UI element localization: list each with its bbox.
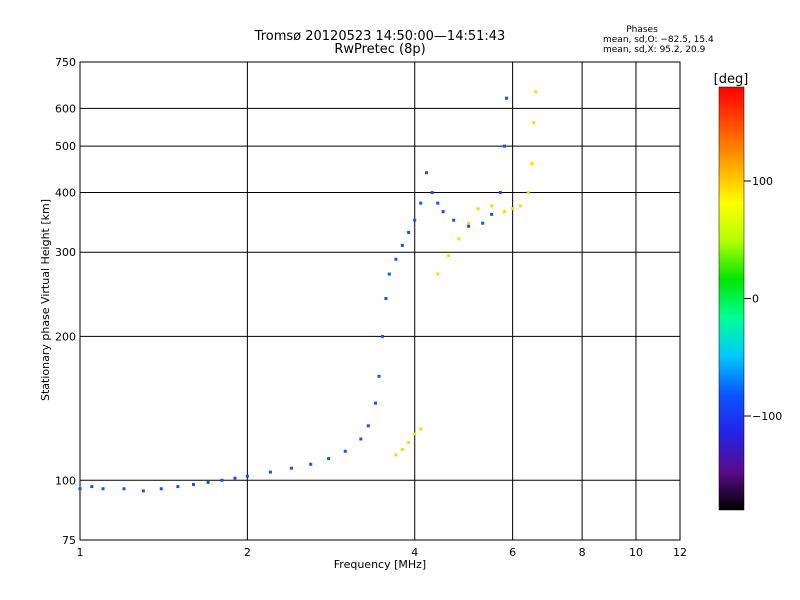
data-point-o [430,190,434,194]
colorbar-tick-label: 100 [752,175,773,188]
x-tick-label: 2 [244,546,251,559]
data-point-x [446,254,450,258]
colorbar-tick-label: 0 [752,293,759,306]
data-point-o [309,462,313,466]
data-point-o [191,482,195,486]
data-point-o [373,401,377,405]
data-point-o [206,480,210,484]
data-point-o [268,470,272,474]
plot-area [78,61,681,541]
data-point-o [407,230,411,234]
data-point-x [419,427,423,431]
y-tick-label: 500 [55,140,76,153]
data-point-o [380,334,384,338]
phases-o-stats: mean, sd,O: −82.5, 15.4 [603,35,714,45]
data-point-o [481,221,485,225]
y-tick-label: 75 [62,534,76,547]
data-point-o [90,485,94,489]
colorbar-label: [deg] [714,72,749,87]
data-point-o [394,257,398,261]
y-tick-label: 750 [55,56,76,69]
data-point-x [413,432,417,436]
data-point-o [343,449,347,453]
data-point-x [457,237,461,241]
data-point-o [327,457,331,461]
data-point-x [511,207,515,211]
data-point-o [387,272,391,276]
chart-subtitle: RwPretec (8p) [334,42,425,57]
data-point-x [526,190,530,194]
data-point-o [436,201,440,205]
data-point-x [394,453,398,457]
data-point-o [359,437,363,441]
data-point-x [502,210,506,214]
x-tick-label: 12 [673,546,687,559]
x-tick-label: 10 [629,546,643,559]
data-point-x [519,204,523,208]
data-point-x [476,207,480,211]
data-point-x [534,90,538,94]
data-point-o [141,489,145,493]
colorbar: [deg] 100 0 −100 [714,72,782,511]
grid-lines [80,62,680,540]
data-point-o [505,96,509,100]
data-point-o [101,487,105,491]
data-point-o [490,212,494,216]
data-point-x [467,221,471,225]
x-axis-label: Frequency [MHz] [334,558,426,571]
data-point-o [78,487,82,491]
data-point-o [220,478,224,482]
y-tick-label: 300 [55,246,76,259]
data-point-x [490,204,494,208]
data-point-o [498,190,502,194]
y-axis-label: Stationary phase Virtual Height [km] [39,199,52,401]
chart-title: Tromsø 20120523 14:50:00—14:51:43 [254,29,506,44]
data-point-o [384,297,388,301]
phases-heading: Phases [626,25,658,35]
data-point-o [452,218,456,222]
phases-x-stats: mean, sd,X: 95.2, 20.9 [603,45,706,55]
data-point-o [413,218,417,222]
data-point-o [233,476,237,480]
x-tick-label: 1 [77,546,84,559]
data-point-o [441,210,445,214]
y-tick-label: 200 [55,330,76,343]
y-axis-ticks: 75 100 200 300 400 500 600 750 [55,56,76,547]
x-tick-label: 4 [411,546,418,559]
data-point-o [245,474,249,478]
data-point-x [400,447,404,451]
data-point-x [436,272,440,276]
x-axis-ticks: 1 2 4 6 8 10 12 [77,546,688,559]
data-point-o [400,243,404,247]
colorbar-gradient [718,86,745,511]
colorbar-tick-label: −100 [752,410,782,423]
data-point-x [530,161,534,165]
data-points [78,90,538,493]
data-point-o [425,171,429,175]
x-tick-label: 6 [509,546,516,559]
data-point-o [366,424,370,428]
y-tick-label: 100 [55,474,76,487]
data-point-o [377,374,381,378]
data-point-o [289,466,293,470]
data-point-x [532,121,536,125]
plot-frame [79,61,681,541]
data-point-x [407,440,411,444]
y-tick-label: 600 [55,102,76,115]
data-point-o [159,487,163,491]
data-point-o [419,201,423,205]
data-point-o [467,224,471,228]
x-tick-label: 8 [579,546,586,559]
data-point-o [176,485,180,489]
data-point-o [502,144,506,148]
colorbar-ticks: 100 0 −100 [744,175,782,423]
data-point-o [122,487,126,491]
y-tick-label: 400 [55,186,76,199]
